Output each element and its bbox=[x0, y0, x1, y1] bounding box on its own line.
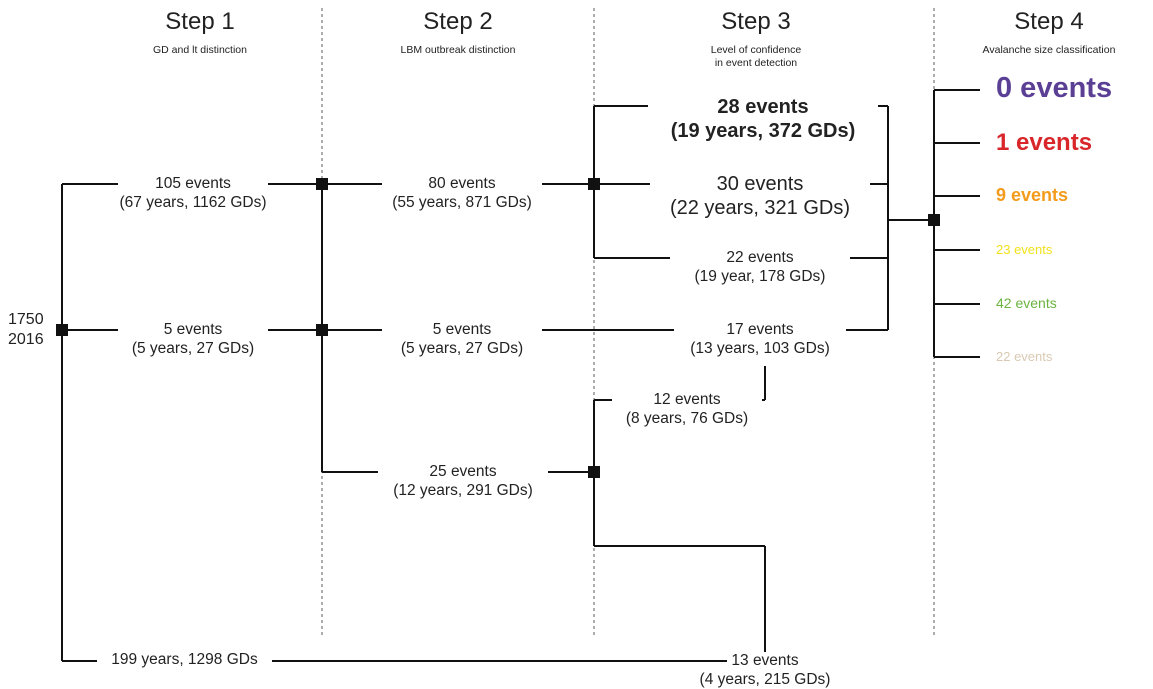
step2-a-detail: (55 years, 871 GDs) bbox=[392, 193, 532, 211]
node-step2-b bbox=[316, 324, 328, 336]
step3-medium-detail: (22 years, 321 GDs) bbox=[669, 197, 851, 219]
step3-high-events: 28 events bbox=[717, 96, 809, 118]
step2-c-label: 25 events (12 years, 291 GDs) bbox=[378, 463, 548, 501]
decision-tree-diagram: Step 1 GD and lt distinction Step 2 LBM … bbox=[8, 8, 1116, 688]
step-3-subtitle-line2: in event detection bbox=[714, 57, 798, 69]
step2-c-detail: (12 years, 291 GDs) bbox=[393, 481, 533, 499]
step1-a-label: 105 events (67 years, 1162 GDs) bbox=[118, 175, 268, 213]
step2-b-detail: (5 years, 27 GDs) bbox=[400, 339, 524, 357]
step1-c-label: 199 years, 1298 GDs bbox=[97, 651, 272, 670]
step1-b-detail: (5 years, 27 GDs) bbox=[131, 339, 255, 357]
step1-b-label: 5 events (5 years, 27 GDs) bbox=[118, 321, 268, 359]
step2-b-label: 5 events (5 years, 27 GDs) bbox=[382, 321, 542, 359]
step3-medium-events: 30 events bbox=[716, 173, 804, 195]
class-4-label: 42 events bbox=[996, 295, 1057, 311]
step-1-subtitle: GD and lt distinction bbox=[153, 44, 247, 56]
step-3-subtitle-line1: Level of confidence bbox=[710, 44, 802, 56]
step-4-title: Step 4 bbox=[1014, 8, 1084, 35]
class-5-label: 22 events bbox=[996, 349, 1053, 364]
tree-nodes bbox=[56, 178, 940, 478]
step3-other-events: 17 events bbox=[726, 321, 794, 338]
node-step4 bbox=[928, 214, 940, 226]
root-end-year: 2016 bbox=[8, 331, 44, 348]
step3-low-detail: (19 year, 178 GDs) bbox=[694, 267, 826, 285]
step-2-subtitle: LBM outbreak distinction bbox=[400, 44, 516, 56]
step3-sub13-label: 13 events (4 years, 215 GDs) bbox=[685, 652, 845, 689]
step-3-title: Step 3 bbox=[721, 8, 791, 35]
step3-low-label: 22 events (19 year, 178 GDs) bbox=[670, 249, 850, 287]
step-1-title: Step 1 bbox=[165, 8, 235, 35]
node-step3-c bbox=[588, 466, 600, 478]
step-2-title: Step 2 bbox=[423, 8, 493, 35]
node-root bbox=[56, 324, 68, 336]
step2-c-events: 25 events bbox=[429, 463, 497, 480]
step3-sub12-events: 12 events bbox=[653, 391, 721, 408]
step3-high-label: 28 events (19 years, 372 GDs) bbox=[648, 95, 878, 143]
root-start-year: 1750 bbox=[8, 311, 44, 328]
class-3-label: 23 events bbox=[996, 242, 1053, 257]
step3-sub13-detail: (4 years, 215 GDs) bbox=[699, 670, 831, 688]
step2-a-events: 80 events bbox=[428, 175, 496, 192]
step3-medium-label: 30 events (22 years, 321 GDs) bbox=[650, 172, 870, 220]
step3-high-detail: (19 years, 372 GDs) bbox=[670, 120, 856, 142]
step3-low-events: 22 events bbox=[726, 249, 794, 266]
step2-b-events: 5 events bbox=[432, 321, 492, 338]
step1-a-events: 105 events bbox=[155, 175, 231, 192]
step3-sub12-detail: (8 years, 76 GDs) bbox=[625, 409, 749, 427]
step3-other-detail: (13 years, 103 GDs) bbox=[690, 339, 830, 357]
node-step2-a bbox=[316, 178, 328, 190]
step-4-subtitle: Avalanche size classification bbox=[982, 44, 1116, 56]
step3-sub12-label: 12 events (8 years, 76 GDs) bbox=[612, 391, 762, 429]
step1-a-detail: (67 years, 1162 GDs) bbox=[119, 193, 267, 211]
class-0-label: 0 events bbox=[996, 72, 1113, 104]
root-year-range: 1750 2016 bbox=[8, 310, 44, 350]
step3-sub13-events: 13 events bbox=[727, 652, 803, 671]
step2-a-label: 80 events (55 years, 871 GDs) bbox=[382, 175, 542, 213]
node-step3-a bbox=[588, 178, 600, 190]
step1-c-detail: 199 years, 1298 GDs bbox=[111, 651, 258, 668]
step3-other-label: 17 events (13 years, 103 GDs) bbox=[674, 321, 846, 359]
class-1-label: 1 events bbox=[996, 129, 1093, 156]
step1-b-events: 5 events bbox=[163, 321, 223, 338]
class-2-label: 9 events bbox=[996, 185, 1069, 205]
